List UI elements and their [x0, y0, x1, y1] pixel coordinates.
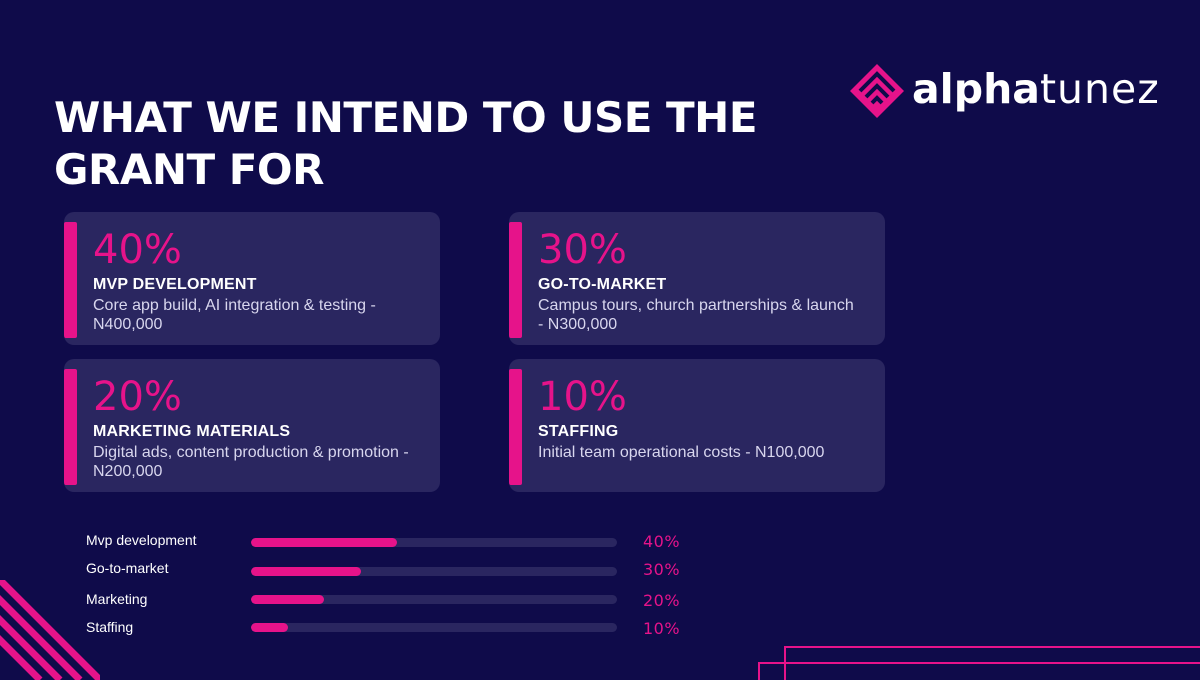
card-description: Initial team operational costs - N100,00…: [538, 444, 825, 461]
card-description: Core app build, AI integration & testing…: [93, 297, 376, 333]
bar-percent-marketing: 20%: [643, 591, 681, 610]
alphatunez-logo-icon: [850, 64, 904, 118]
card-percent: 10%: [538, 374, 627, 420]
bar-track-staffing: [251, 623, 617, 632]
bar-track-mvp: [251, 538, 617, 547]
card-accent-bar: [509, 369, 522, 485]
bar-label-mvp: Mvp development: [86, 532, 197, 548]
page-title: WHAT WE INTEND TO USE THE GRANT FOR: [54, 93, 758, 194]
card-accent-bar: [64, 222, 77, 338]
bar-label-staffing: Staffing: [86, 619, 134, 635]
bar-percent-mvp: 40%: [643, 532, 681, 551]
bar-percent-staffing: 10%: [643, 619, 681, 638]
bar-label-marketing: Marketing: [86, 591, 148, 607]
card-heading: STAFFING: [538, 423, 619, 440]
card-percent: 30%: [538, 227, 627, 273]
alphatunez-logo: alphatunez: [848, 62, 1168, 118]
bar-track-marketing: [251, 595, 617, 604]
bar-fill-staffing: [251, 623, 288, 632]
card-heading: MVP DEVELOPMENT: [93, 276, 257, 293]
allocation-card-go-to-market: 30% GO-TO-MARKET Campus tours, church pa…: [509, 212, 885, 345]
decorative-chevron-lines: [0, 580, 100, 680]
card-heading: MARKETING MATERIALS: [93, 423, 291, 440]
bar-fill-mvp: [251, 538, 398, 547]
card-percent: 20%: [93, 374, 182, 420]
bar-fill-go-to-market: [251, 567, 361, 576]
bar-percent-go-to-market: 30%: [643, 560, 681, 579]
bar-track-go-to-market: [251, 567, 617, 576]
allocation-card-marketing: 20% MARKETING MATERIALS Digital ads, con…: [64, 359, 440, 492]
allocation-card-mvp: 40% MVP DEVELOPMENT Core app build, AI i…: [64, 212, 440, 345]
card-percent: 40%: [93, 227, 182, 273]
logo-wordmark: alphatunez: [912, 64, 1160, 114]
card-description: Digital ads, content production & promot…: [93, 444, 409, 480]
decorative-frame-lines: [758, 646, 1200, 680]
logo-wordmark-bold: alpha: [912, 65, 1040, 113]
card-description: Campus tours, church partnerships & laun…: [538, 297, 854, 333]
allocation-card-staffing: 10% STAFFING Initial team operational co…: [509, 359, 885, 492]
logo-wordmark-light: tunez: [1039, 65, 1160, 113]
bar-fill-marketing: [251, 595, 325, 604]
bar-label-go-to-market: Go-to-market: [86, 560, 169, 576]
card-heading: GO-TO-MARKET: [538, 276, 667, 293]
card-accent-bar: [509, 222, 522, 338]
card-accent-bar: [64, 369, 77, 485]
